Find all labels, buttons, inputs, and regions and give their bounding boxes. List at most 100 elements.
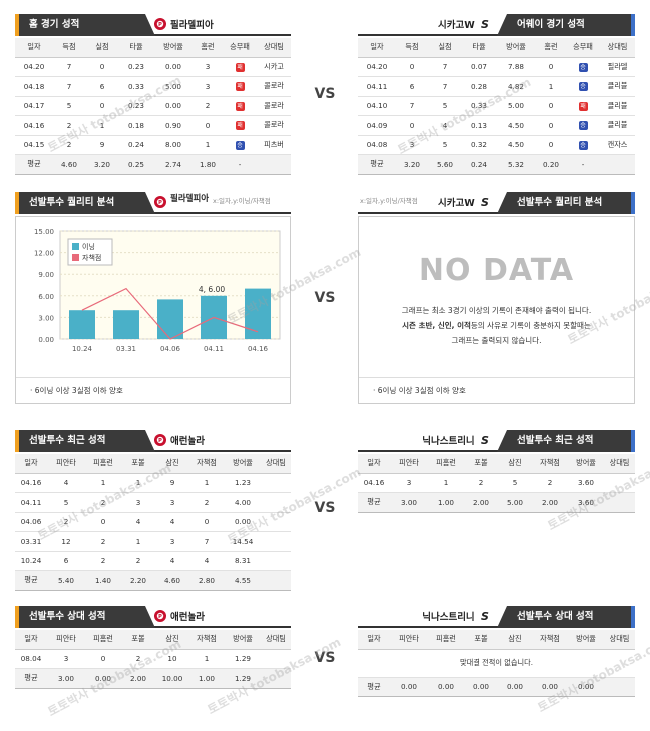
table-cell: 1 bbox=[428, 473, 464, 493]
home-quality-title: 선발투수 퀄리티 분석 bbox=[15, 192, 155, 214]
column-header: 자책점 bbox=[532, 630, 568, 650]
table-cell: 5.00 bbox=[498, 492, 532, 513]
table-cell: 04.17 bbox=[15, 96, 53, 116]
loss-badge-icon: 패 bbox=[235, 121, 245, 130]
table-cell: 5.00 bbox=[153, 76, 193, 97]
table-cell: 10 bbox=[155, 649, 189, 669]
column-header: 피안타 bbox=[47, 454, 85, 474]
data-annotation: 4, 6.00 bbox=[199, 285, 225, 294]
away-matchup-title: 선발투수 상대 성적 bbox=[497, 606, 635, 628]
table-cell: 3.00 bbox=[47, 668, 85, 689]
no-data-title: NO DATA bbox=[418, 253, 575, 288]
column-header: 방어율 bbox=[568, 630, 604, 650]
table-row: 04.11 5 2 3 3 2 4.00 bbox=[15, 492, 291, 513]
table-cell: 0.25 bbox=[119, 154, 153, 175]
column-header: 자책점 bbox=[532, 454, 568, 474]
table-cell: 0 bbox=[396, 57, 428, 77]
table-cell bbox=[261, 531, 291, 552]
home-matchup-header: 선발투수 상대 성적 P 애런놀라 bbox=[15, 606, 291, 628]
table-cell: - bbox=[223, 154, 257, 175]
column-header: 득점 bbox=[53, 38, 85, 58]
column-header: 포볼 bbox=[121, 454, 155, 474]
table-cell: 04.11 bbox=[15, 492, 47, 513]
away-recent-header: 선발투수 최근 성적 닉나스트리니 S bbox=[358, 430, 635, 452]
column-header: 일자 bbox=[15, 454, 47, 474]
table-cell: 4 bbox=[428, 115, 462, 136]
table-cell: 1 bbox=[189, 473, 225, 493]
column-header: 실점 bbox=[85, 38, 119, 58]
table-cell: 평균 bbox=[15, 570, 47, 591]
table-cell: 3.60 bbox=[568, 473, 604, 493]
column-header: 피홈런 bbox=[428, 454, 464, 474]
table-cell: 0 bbox=[536, 96, 566, 116]
table-cell: 4 bbox=[47, 473, 85, 493]
vs-label: VS bbox=[314, 290, 336, 306]
table-cell: 5 bbox=[428, 96, 462, 116]
column-header: 상대팀 bbox=[257, 38, 291, 58]
table-cell: 1.80 bbox=[193, 154, 223, 175]
table-cell: 콜로라 bbox=[257, 115, 291, 136]
table-row: 03.31 12 2 1 3 7 14.54 bbox=[15, 531, 291, 552]
table-cell: 3 bbox=[193, 57, 223, 77]
x-tick-label: 03.31 bbox=[116, 345, 136, 353]
bar-innings bbox=[113, 310, 139, 339]
column-header: 방어율 bbox=[225, 454, 261, 474]
column-header: 타율 bbox=[119, 38, 153, 58]
table-cell: 1 bbox=[536, 76, 566, 97]
loss-badge-icon: 패 bbox=[235, 101, 245, 111]
result-cell: 패 bbox=[223, 115, 257, 136]
table-cell: 평균 bbox=[15, 154, 53, 175]
table-header-row: 일자 피안타 피홈런 포볼 삼진 자책점 방어율 상대팀 bbox=[358, 454, 635, 474]
no-data-reasons: 시즌 초반, 신인, 이적 bbox=[402, 321, 471, 330]
table-header-row: 일자 득점 실점 타율 방어율 홈런 승무패 상대팀 bbox=[15, 38, 291, 58]
table-cell: 8.00 bbox=[153, 135, 193, 155]
table-cell: 5 bbox=[47, 492, 85, 513]
table-cell: 0 bbox=[193, 115, 223, 136]
table-cell: 2.00 bbox=[532, 492, 568, 513]
legend-label: 자책점 bbox=[82, 253, 101, 262]
table-row: 맞대결 전적이 없습니다. bbox=[358, 649, 635, 678]
home-quality-header: 선발투수 퀄리티 분석 P 필라델피아 x:일자,y:이닝/자책점 bbox=[15, 192, 291, 214]
table-cell bbox=[604, 677, 635, 697]
quality-chart: 15.00 12.00 9.00 6.00 3.00 0.00 10.24 03.31 04.0… bbox=[34, 228, 281, 353]
table-header-row: 일자 득점 실점 타율 방어율 홈런 승무패 상대팀 bbox=[358, 38, 635, 58]
table-cell: 2 bbox=[53, 115, 85, 136]
table-cell bbox=[261, 551, 291, 571]
table-cell: 2.80 bbox=[189, 570, 225, 591]
table-cell: 3 bbox=[121, 492, 155, 513]
home-recent-pitcher: P 애런놀라 bbox=[153, 433, 205, 449]
table-cell: 2 bbox=[53, 135, 85, 155]
y-tick-label: 6.00 bbox=[38, 293, 54, 301]
table-cell: 캔자스 bbox=[600, 135, 635, 155]
home-games-table: 일자 득점 실점 타율 방어율 홈런 승무패 상대팀 04.20 7 0 0.23 0.00 3 패 시카고… bbox=[15, 38, 291, 175]
svg-text:S: S bbox=[481, 434, 489, 447]
home-matchup-pitcher: P 애런놀라 bbox=[153, 609, 205, 625]
table-cell: 평균 bbox=[15, 668, 47, 689]
table-cell: 10.24 bbox=[15, 551, 47, 571]
table-cell: 5 bbox=[428, 135, 462, 155]
no-data-box: NO DATA 그래프는 최소 3경기 이상의 기록이 존재해야 출력이 됩니다… bbox=[358, 216, 635, 404]
table-cell: 0.07 bbox=[462, 57, 496, 77]
white-sox-logo-icon: S bbox=[481, 610, 489, 623]
column-header: 피안타 bbox=[390, 630, 428, 650]
column-header: 승무패 bbox=[566, 38, 600, 58]
table-cell: 3 bbox=[47, 649, 85, 669]
table-cell bbox=[604, 492, 635, 513]
quality-chart-box: 15.00 12.00 9.00 6.00 3.00 0.00 10.24 03.31 04.0… bbox=[15, 216, 291, 404]
column-header: 일자 bbox=[358, 38, 396, 58]
table-cell: 시카고 bbox=[257, 57, 291, 77]
table-cell: 0.00 bbox=[498, 677, 532, 697]
x-tick-label: 10.24 bbox=[72, 345, 93, 353]
column-header: 방어율 bbox=[496, 38, 536, 58]
table-cell: 5.00 bbox=[496, 96, 536, 116]
table-cell bbox=[261, 492, 291, 513]
table-cell: 04.10 bbox=[358, 96, 396, 116]
table-cell: 0.23 bbox=[119, 57, 153, 77]
table-cell: 콜로라 bbox=[257, 96, 291, 116]
column-header: 일자 bbox=[358, 630, 390, 650]
empty-message: 맞대결 전적이 없습니다. bbox=[358, 649, 635, 678]
loss-badge-icon: 패 bbox=[578, 101, 588, 111]
home-matchup-title: 선발투수 상대 성적 bbox=[15, 606, 155, 628]
home-recent-table: 일자 피안타 피홈런 포볼 삼진 자책점 방어율 상대팀 04.16 4 1 1 9 1 1.23 04.1… bbox=[15, 454, 291, 591]
table-cell: 2 bbox=[85, 551, 121, 571]
